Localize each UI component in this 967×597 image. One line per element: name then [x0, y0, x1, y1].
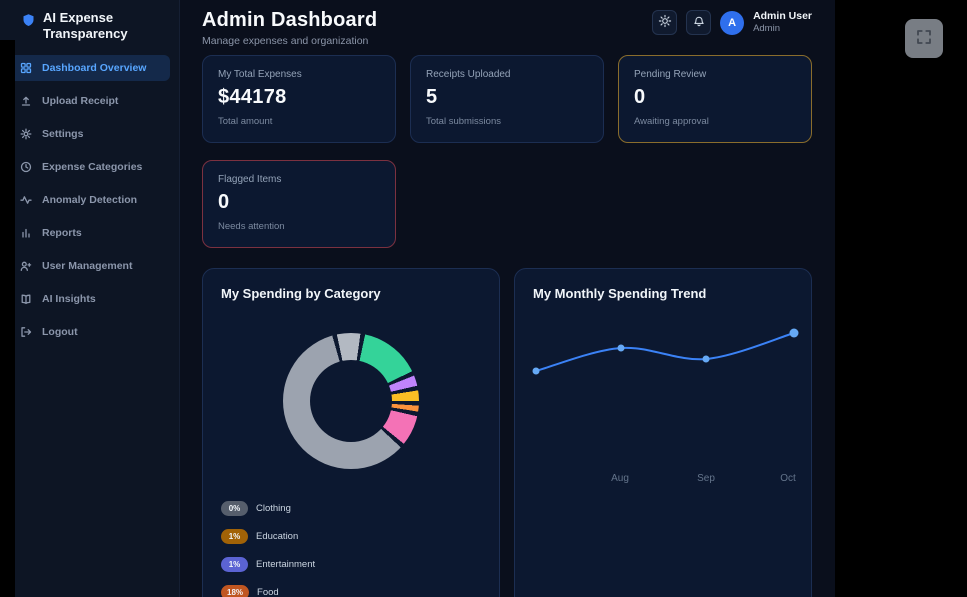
sidebar-item-label: Upload Receipt — [42, 94, 119, 107]
stat-card-pending-review: Pending Review 0 Awaiting approval — [618, 55, 812, 143]
stat-value: $44178 — [218, 86, 287, 108]
brand: AI Expense Transparency — [0, 6, 179, 51]
legend-label: Education — [256, 531, 299, 542]
brand-line2: Transparency — [43, 26, 128, 42]
line-chart-title: My Monthly Spending Trend — [533, 286, 707, 301]
sidebar-item-label: Dashboard Overview — [42, 61, 147, 74]
sidebar-item-label: User Management — [42, 259, 133, 272]
page-subtitle: Manage expenses and organization — [202, 35, 369, 47]
sidebar-item-label: Settings — [42, 127, 84, 140]
monthly-spending-trend-card: My Monthly Spending Trend Aug Sep Oct — [514, 268, 812, 597]
stat-label: Flagged Items — [218, 174, 282, 185]
stat-value: 0 — [218, 191, 230, 213]
page-heading: Admin Dashboard Manage expenses and orga… — [202, 9, 377, 47]
trend-month-label: Oct — [780, 473, 796, 484]
stat-sub: Awaiting approval — [634, 116, 709, 127]
topbar: Admin Dashboard Manage expenses and orga… — [202, 0, 812, 47]
sidebar: AI Expense Transparency Dashboard Overvi… — [0, 0, 180, 597]
legend-label: Entertainment — [256, 559, 316, 570]
stat-card-receipts-uploaded: Receipts Uploaded 5 Total submissions — [410, 55, 604, 143]
legend-swatch: 18% — [221, 585, 250, 597]
sidebar-item-settings[interactable]: Settings — [9, 121, 170, 147]
stat-card-flagged-items: Flagged Items 0 Needs attention — [202, 160, 396, 248]
brand-name: AI Expense Transparency — [43, 10, 128, 43]
fullscreen-icon — [915, 28, 933, 49]
sidebar-item-label: Anomaly Detection — [42, 193, 138, 206]
users-icon — [20, 260, 32, 272]
bell-icon — [692, 14, 706, 31]
sidebar-item-logout[interactable]: Logout — [9, 319, 170, 345]
avatar[interactable]: A — [720, 10, 745, 35]
legend-label: Clothing — [256, 503, 291, 514]
sidebar-item-expense-categories[interactable]: Expense Categories — [9, 154, 170, 180]
topbar-actions: A Admin User Admin — [652, 9, 812, 35]
fullscreen-button[interactable] — [905, 19, 943, 58]
sun-icon — [658, 14, 672, 31]
legend-swatch: 0% — [221, 501, 248, 516]
stat-card-total-expenses: My Total Expenses $44178 Total amount — [202, 55, 396, 143]
category-donut-chart — [283, 333, 419, 469]
brand-line1: AI Expense — [43, 10, 114, 25]
sidebar-item-reports[interactable]: Reports — [9, 220, 170, 246]
stat-value: 0 — [634, 86, 646, 108]
page-title: Admin Dashboard — [202, 9, 378, 31]
stat-label: My Total Expenses — [218, 69, 302, 80]
spending-by-category-card: My Spending by Category 0% Clothing 1% E… — [202, 268, 500, 597]
sidebar-item-ai-insights[interactable]: AI Insights — [9, 286, 170, 312]
legend-label: Food — [257, 587, 279, 597]
legend-item-education: 1% Education — [221, 529, 481, 544]
main-content: Admin Dashboard Manage expenses and orga… — [180, 0, 835, 597]
logout-icon — [20, 326, 32, 338]
legend-item-entertainment: 1% Entertainment — [221, 557, 481, 572]
stat-value: 5 — [426, 86, 438, 108]
legend-item-food: 18% Food — [221, 585, 481, 597]
donut-chart-title: My Spending by Category — [221, 286, 381, 301]
upload-icon — [20, 95, 32, 107]
shield-logo-icon — [21, 12, 36, 34]
legend-swatch: 1% — [221, 529, 248, 544]
stats-row-1: My Total Expenses $44178 Total amount Re… — [202, 55, 812, 143]
stats-row-2: Flagged Items 0 Needs attention — [202, 160, 812, 248]
theme-toggle-button[interactable] — [652, 10, 678, 35]
user-role: Admin — [753, 23, 780, 35]
sidebar-item-upload-receipt[interactable]: Upload Receipt — [9, 88, 170, 114]
bar-chart-icon — [20, 227, 32, 239]
charts-row: My Spending by Category 0% Clothing 1% E… — [202, 268, 812, 597]
sidebar-item-anomaly-detection[interactable]: Anomaly Detection — [9, 187, 170, 213]
trend-months: Aug Sep Oct — [515, 473, 811, 487]
sidebar-nav: Dashboard Overview Upload Receipt Settin… — [0, 51, 179, 349]
sidebar-item-label: Reports — [42, 226, 82, 239]
sidebar-item-dashboard-overview[interactable]: Dashboard Overview — [9, 54, 170, 81]
desktop-right-area — [835, 0, 967, 597]
legend-item-clothing: 0% Clothing — [221, 501, 481, 516]
desktop-left-strip — [0, 40, 15, 597]
book-icon — [20, 293, 32, 305]
stat-sub: Total submissions — [426, 116, 501, 127]
sidebar-item-label: Logout — [42, 325, 78, 338]
stat-sub: Needs attention — [218, 221, 285, 232]
trend-month-label: Aug — [611, 473, 629, 484]
clock-icon — [20, 161, 32, 173]
user-name: Admin User — [753, 10, 812, 22]
trend-line-svg — [532, 328, 799, 375]
donut-legend: 0% Clothing 1% Education 1% Entertainmen… — [221, 501, 481, 597]
sidebar-item-user-management[interactable]: User Management — [9, 253, 170, 279]
grid-icon — [20, 62, 32, 74]
stat-sub: Total amount — [218, 116, 273, 127]
trend-month-label: Sep — [697, 473, 715, 484]
gear-icon — [20, 128, 32, 140]
sidebar-item-label: AI Insights — [42, 292, 96, 305]
legend-swatch: 1% — [221, 557, 248, 572]
user-meta: Admin User Admin — [753, 10, 812, 35]
notifications-button[interactable] — [686, 10, 712, 35]
activity-icon — [20, 194, 32, 206]
sidebar-item-label: Expense Categories — [42, 160, 143, 173]
stat-label: Pending Review — [634, 69, 707, 80]
stat-label: Receipts Uploaded — [426, 69, 511, 80]
app-window: AI Expense Transparency Dashboard Overvi… — [0, 0, 835, 597]
